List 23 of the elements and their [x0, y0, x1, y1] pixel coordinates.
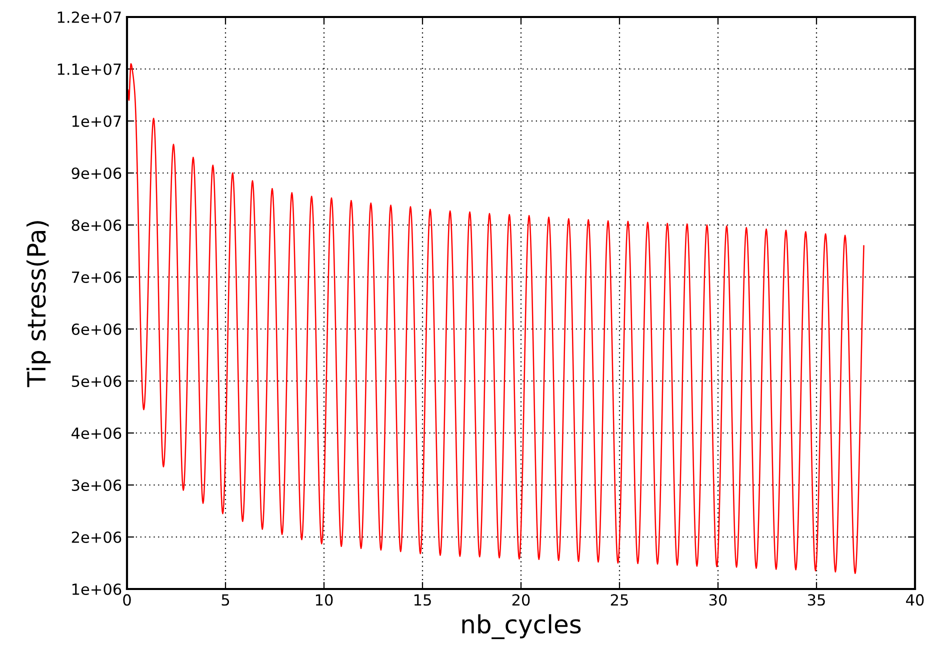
x-tick-label: 30 [709, 594, 727, 606]
y-tick-label: 1e+07 [72, 115, 121, 128]
x-tick-label: 10 [316, 594, 333, 606]
x-tick-label: 25 [610, 594, 628, 606]
y-tick-label: 9e+06 [72, 167, 122, 180]
y-tick-label: 3e+06 [72, 479, 122, 492]
x-tick-label: 5 [222, 594, 230, 606]
x-tick-label: 15 [414, 594, 431, 606]
y-tick-label: 5e+06 [72, 375, 122, 388]
y-tick-label: 6e+06 [72, 323, 122, 336]
y-tick-label: 1.1e+07 [58, 63, 121, 76]
x-tick-label: 20 [512, 594, 530, 606]
y-tick-label: 7e+06 [72, 271, 122, 284]
y-tick-label: 1.2e+07 [58, 11, 121, 24]
y-tick-label: 1e+06 [72, 583, 122, 596]
y-tick-label: 4e+06 [72, 427, 122, 440]
y-tick-label: 8e+06 [72, 219, 122, 232]
x-tick-label: 0 [123, 594, 131, 606]
x-tick-label: 40 [906, 594, 924, 606]
y-tick-label: 2e+06 [72, 531, 122, 544]
x-axis-title: nb_cycles [462, 614, 581, 640]
y-axis-title: Tip stress(Pa) [26, 221, 51, 388]
x-tick-label: 35 [808, 594, 825, 606]
